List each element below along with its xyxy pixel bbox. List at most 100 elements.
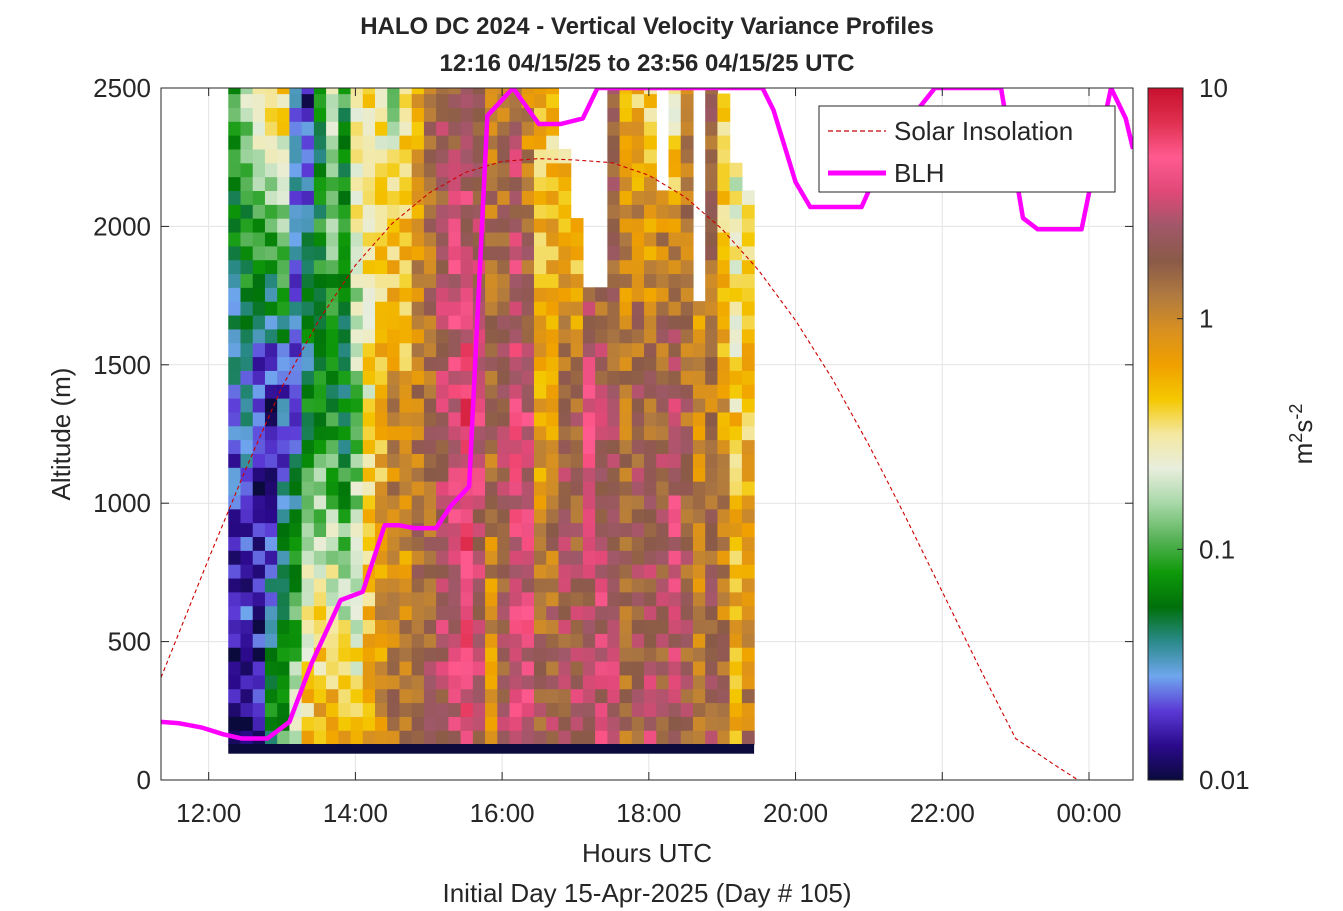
heatmap-cell (289, 522, 303, 538)
heatmap-cell (448, 342, 462, 358)
heatmap-cell (264, 550, 278, 565)
heatmap-cell (485, 619, 498, 634)
heatmap-cell (375, 176, 388, 192)
heatmap-cell (485, 564, 498, 579)
heatmap-cell (277, 619, 291, 634)
heatmap-cell (313, 301, 327, 316)
heatmap-cell (741, 467, 755, 482)
heatmap-cell (631, 481, 645, 496)
heatmap-cell (656, 453, 670, 468)
heatmap-cell (277, 647, 291, 662)
heatmap-cell (436, 716, 449, 731)
y-tick-label: 1000 (93, 488, 151, 518)
heatmap-cell (448, 536, 462, 551)
heatmap-cell (289, 605, 303, 621)
heatmap-cell (350, 564, 364, 579)
heatmap-cell (375, 135, 388, 150)
heatmap-cell (570, 411, 584, 427)
heatmap-cell (313, 356, 327, 371)
heatmap-cell (399, 93, 413, 108)
heatmap-cell (375, 314, 388, 330)
heatmap-cell (509, 204, 523, 219)
heatmap-cell (729, 314, 743, 330)
heatmap-cell (668, 605, 682, 621)
heatmap-cell (497, 660, 511, 676)
heatmap-cell (619, 204, 633, 219)
heatmap-cell (656, 647, 670, 662)
heatmap-cell (521, 176, 535, 192)
heatmap-cell (350, 190, 364, 205)
heatmap-cell (277, 162, 291, 178)
heatmap-cell (448, 121, 462, 136)
heatmap-cell (644, 577, 657, 593)
heatmap-cell (680, 453, 694, 468)
heatmap-cell (595, 660, 608, 676)
heatmap-cell (460, 314, 474, 330)
heatmap-cell (338, 674, 352, 690)
heatmap-cell (436, 245, 449, 261)
heatmap-cell (656, 591, 670, 607)
heatmap-cell (264, 88, 278, 95)
heatmap-cell (289, 314, 303, 330)
heatmap-cell (729, 218, 743, 233)
heatmap-cell (692, 370, 706, 385)
heatmap-cell (533, 356, 547, 371)
heatmap-cell (264, 425, 278, 441)
heatmap-cell (692, 314, 706, 330)
heatmap-cell (558, 564, 572, 579)
heatmap-cell (656, 619, 670, 634)
y-axis-label: Altitude (m) (46, 368, 76, 501)
heatmap-cell (558, 273, 572, 288)
heatmap-cell (680, 730, 694, 745)
heatmap-cell (423, 439, 437, 454)
heatmap-cell (717, 660, 731, 676)
heatmap-cell (521, 550, 535, 565)
heatmap-cell (313, 287, 327, 302)
heatmap-cell (582, 660, 596, 676)
heatmap-cell (387, 218, 401, 233)
heatmap-cell (436, 577, 449, 593)
chart-title-line1: HALO DC 2024 - Vertical Velocity Varianc… (360, 13, 934, 40)
heatmap-cell (521, 218, 535, 233)
heatmap-cell (411, 688, 425, 704)
heatmap-cell (509, 633, 523, 648)
heatmap-cell (423, 342, 437, 358)
heatmap-cell (423, 384, 437, 399)
heatmap-cell (277, 494, 291, 510)
heatmap-cell (240, 121, 254, 136)
heatmap-cell (326, 384, 339, 399)
legend-box (818, 105, 1116, 193)
heatmap-cell (338, 287, 352, 302)
heatmap-cell (485, 647, 498, 662)
heatmap-cell (228, 674, 242, 690)
heatmap-cell (595, 398, 608, 413)
heatmap-cell (387, 619, 401, 634)
heatmap-cell (448, 702, 462, 717)
heatmap-cell (350, 688, 364, 704)
heatmap-cell (375, 647, 388, 662)
heatmap-cell (350, 411, 364, 427)
heatmap-cell (240, 356, 254, 371)
heatmap-cell (423, 370, 437, 385)
heatmap-cell (228, 425, 242, 441)
heatmap-cell (436, 231, 449, 247)
heatmap-cell (668, 88, 682, 95)
heatmap-cell (582, 647, 596, 662)
heatmap-cell (387, 564, 401, 579)
heatmap-cell (680, 301, 694, 316)
heatmap-cell (668, 550, 682, 565)
heatmap-cell (619, 660, 633, 676)
heatmap-cell (509, 564, 523, 579)
heatmap-cell (313, 190, 327, 205)
heatmap-cell (387, 356, 401, 371)
heatmap-cell (497, 439, 511, 454)
heatmap-cell (301, 522, 315, 538)
heatmap-cell (460, 176, 474, 192)
heatmap-cell (509, 176, 523, 192)
heatmap-cell (313, 522, 327, 538)
heatmap-cell (411, 536, 425, 551)
heatmap-cell (619, 328, 633, 344)
heatmap-cell (595, 439, 608, 454)
heatmap-cell (472, 88, 486, 95)
heatmap-cell (264, 287, 278, 302)
